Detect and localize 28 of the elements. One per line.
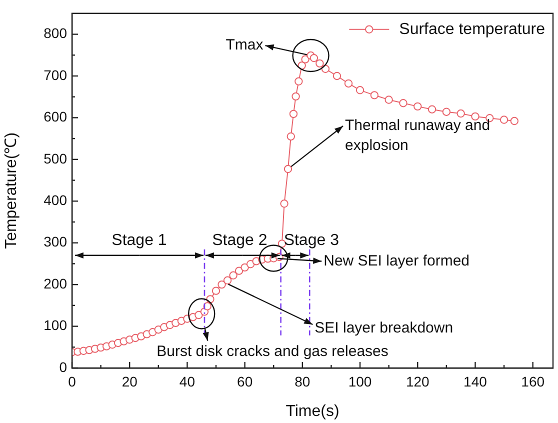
x-tick-label: 100 [348,373,372,390]
y-tick-label: 200 [44,275,68,292]
y-tick-label: 700 [44,66,68,83]
annotation: SEI layer breakdown [314,320,454,337]
y-tick-label: 0 [59,358,68,375]
x-axis-title: Time(s) [286,402,340,420]
x-tick-label: 120 [406,373,430,390]
x-tick-label: 80 [294,373,310,390]
x-tick-label: 160 [521,373,545,390]
y-tick-label: 300 [44,234,68,250]
y-tick-label: 400 [44,192,68,208]
annotation: New SEI layer formed [324,252,470,270]
annotation: Burst disk cracks and gas releases [156,342,388,360]
y-tick-label: 100 [44,317,68,334]
x-tick-label: 20 [122,373,138,390]
annotation: Thermal runaway and explosion [345,117,490,154]
y-tick-label: 800 [44,25,68,42]
legend-label: Surface temperature [399,20,546,38]
annotation: Tmax [226,36,264,54]
annotation: Stage 1 [112,232,167,249]
x-tick-label: 140 [464,373,488,390]
y-tick-label: 500 [44,150,68,166]
y-tick-label: 600 [44,108,68,125]
annotation: Stage 2 [212,232,268,249]
annotation: Stage 3 [284,232,340,249]
x-tick-label: 60 [237,373,253,390]
y-axis-title: Temperature(℃) [3,132,20,249]
x-tick-label: 40 [179,373,196,390]
